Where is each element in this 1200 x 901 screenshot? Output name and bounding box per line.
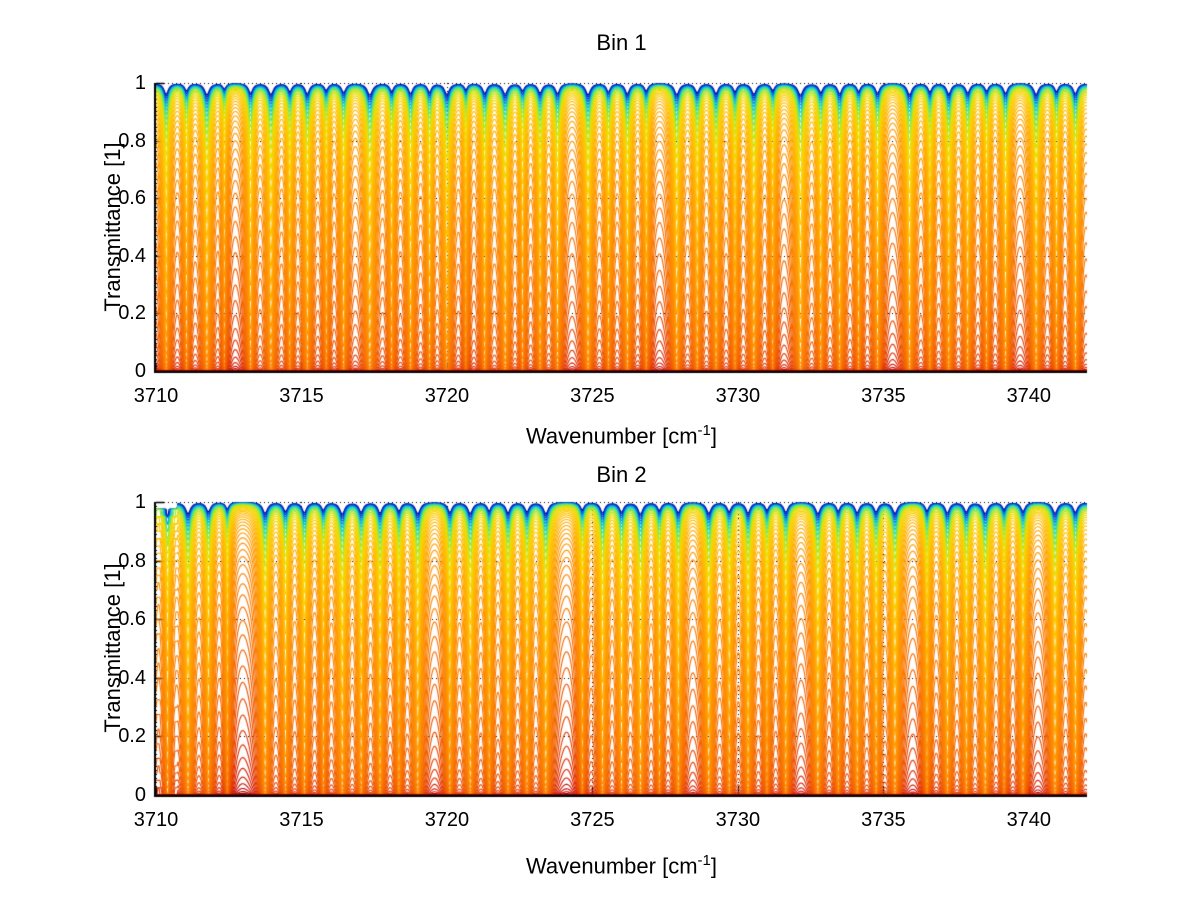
bin1-xlabel-sup: -1 [697, 422, 711, 439]
bin2-xtick-3720: 3720 [424, 809, 470, 831]
bin2-ytick-0.8: 0.8 [118, 549, 146, 572]
bin1-ytick-0.8: 0.8 [118, 129, 146, 152]
bin1-xtick-3715: 3715 [279, 385, 324, 407]
bin2-ytick-0.4: 0.4 [118, 666, 146, 689]
bin2-ytick-0.6: 0.6 [118, 608, 146, 631]
bin2-xtick-3710: 3710 [133, 809, 179, 831]
bin1-xlabel-main: Wavenumber [cm [525, 423, 698, 449]
bin1-xtick-3740: 3740 [1006, 385, 1052, 407]
bin2-xtick-3715: 3715 [279, 809, 324, 831]
bin2-xtick-3740: 3740 [1006, 809, 1052, 831]
bin2-xlabel-close: ] [710, 853, 718, 879]
bin2-title: Bin 2 [596, 462, 647, 487]
bin1-xtick-3730: 3730 [715, 385, 761, 407]
bin2-ytick-0.2: 0.2 [118, 725, 146, 748]
bin1-xtick-3735: 3735 [861, 385, 906, 407]
bin2-xtick-3730: 3730 [715, 809, 761, 831]
bin2-xlabel: Wavenumber [cm-1] [156, 848, 1087, 879]
bin1-ytick-1: 1 [134, 72, 146, 94]
bin2-ytick-1: 1 [134, 491, 146, 513]
bin1-xlabel: Wavenumber [cm-1] [156, 418, 1087, 449]
bin1-ytick-0: 0 [134, 360, 146, 382]
bin1-xtick-3710: 3710 [133, 385, 179, 407]
bin1-ylabel: Transmittance [1] [100, 142, 125, 312]
bin1-title: Bin 1 [596, 30, 647, 55]
bin1-ytick-0.4: 0.4 [118, 244, 146, 267]
bin2-ylabel: Transmittance [1] [100, 563, 125, 733]
bin2-xtick-3725: 3725 [570, 809, 615, 831]
bin2-xtick-3735: 3735 [861, 809, 906, 831]
bin2-xlabel-main: Wavenumber [cm [525, 853, 698, 879]
bin2-xlabel-sup: -1 [697, 852, 711, 869]
bin1-ytick-0.6: 0.6 [118, 187, 146, 210]
bin1-xtick-3720: 3720 [424, 385, 470, 407]
bin1-xtick-3725: 3725 [570, 385, 615, 407]
bin1-ytick-0.2: 0.2 [118, 302, 146, 325]
bin1-xlabel-close: ] [710, 423, 718, 449]
bin2-ytick-0: 0 [134, 784, 146, 806]
